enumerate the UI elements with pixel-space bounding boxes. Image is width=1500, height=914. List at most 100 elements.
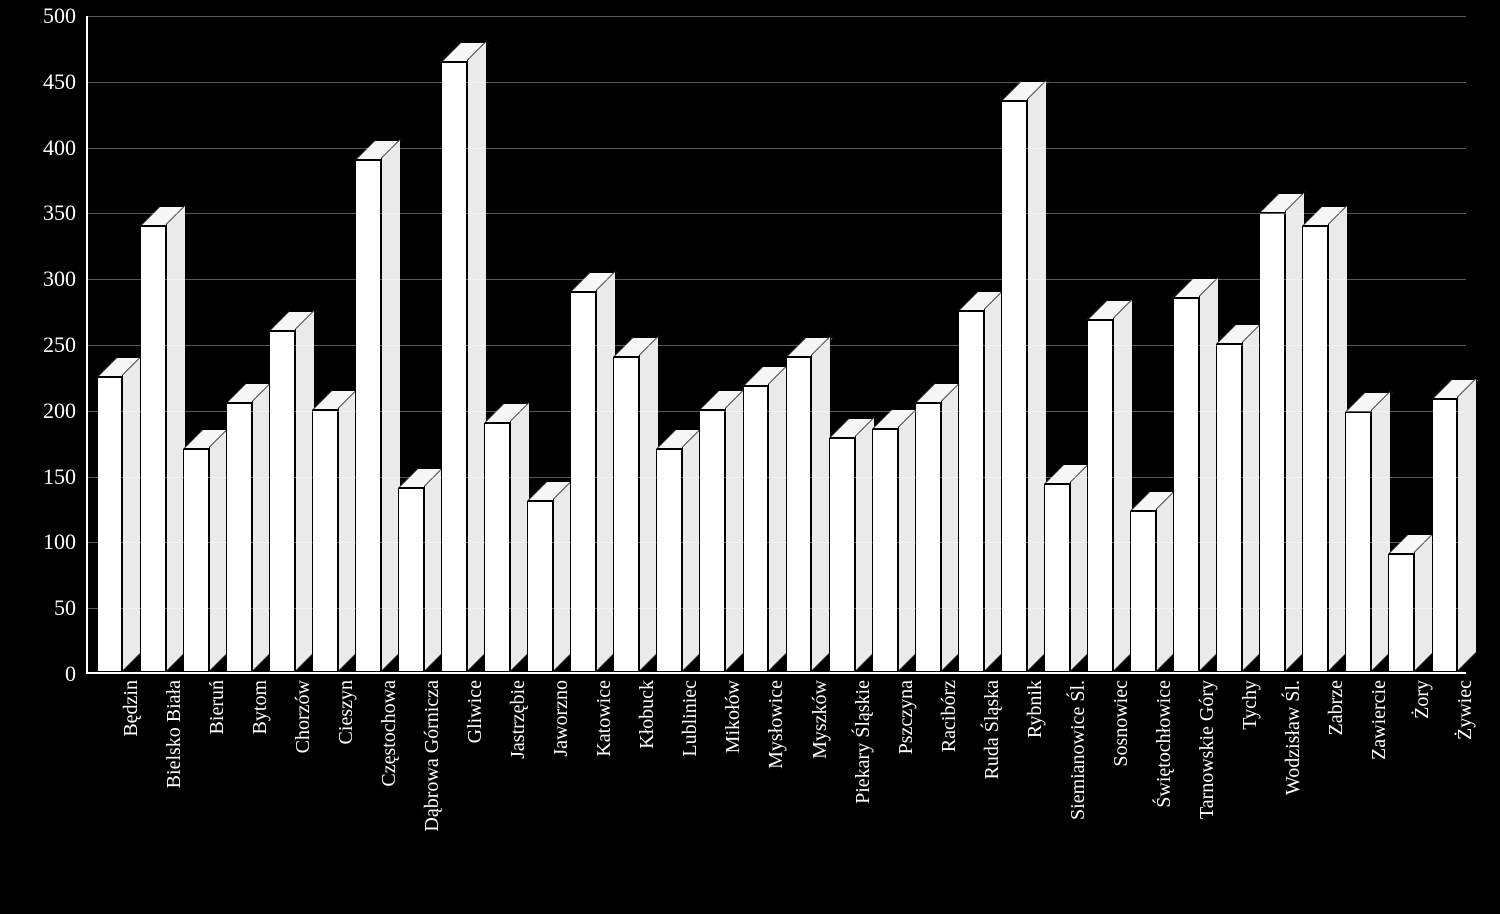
bar bbox=[484, 423, 510, 672]
y-axis-tick-label: 0 bbox=[65, 661, 88, 687]
x-axis-tick-label: Jaworzno bbox=[540, 672, 573, 757]
bar-front-face bbox=[355, 160, 381, 672]
y-axis-tick-label: 50 bbox=[54, 595, 88, 621]
y-axis-tick-label: 450 bbox=[43, 69, 88, 95]
bar bbox=[527, 501, 553, 672]
bar bbox=[183, 449, 209, 672]
bar-slot: Żory bbox=[1380, 16, 1423, 672]
x-axis-tick-label: Racibórz bbox=[928, 672, 961, 752]
bar bbox=[269, 331, 295, 672]
x-axis-tick-label: Chorzów bbox=[282, 672, 315, 753]
bar-slot: Mysłowice bbox=[734, 16, 777, 672]
bar-front-face bbox=[699, 410, 725, 672]
bar-front-face bbox=[1302, 226, 1328, 672]
y-axis-tick-label: 500 bbox=[43, 3, 88, 29]
x-axis-tick-label: Częstochowa bbox=[368, 672, 401, 787]
x-axis-tick-label: Tarnowskie Góry bbox=[1186, 672, 1219, 819]
x-axis-tick-label: Myszków bbox=[799, 672, 832, 759]
x-axis-tick-label: Tychy bbox=[1229, 672, 1262, 730]
chart-container: BędzinBielsko BiałaBieruńBytomChorzówCie… bbox=[0, 0, 1500, 914]
gridline bbox=[88, 477, 1466, 478]
bar-slot: Będzin bbox=[88, 16, 131, 672]
gridline bbox=[88, 148, 1466, 149]
bar-front-face bbox=[613, 357, 639, 672]
x-axis-tick-label: Mikołów bbox=[712, 672, 745, 753]
bar bbox=[1259, 213, 1285, 672]
bar bbox=[1302, 226, 1328, 672]
bar-front-face bbox=[656, 449, 682, 672]
bar-slot: Ruda Śląska bbox=[949, 16, 992, 672]
bar bbox=[1087, 320, 1113, 672]
bar-slot: Bytom bbox=[217, 16, 260, 672]
bar bbox=[656, 449, 682, 672]
bar-front-face bbox=[1216, 344, 1242, 672]
bar bbox=[613, 357, 639, 672]
bar-slot: Wodzisław Śl. bbox=[1251, 16, 1294, 672]
bar-front-face bbox=[1388, 554, 1414, 672]
bars-group: BędzinBielsko BiałaBieruńBytomChorzówCie… bbox=[88, 16, 1466, 672]
x-axis-tick-label: Zawiercie bbox=[1358, 672, 1391, 760]
bar bbox=[97, 377, 123, 672]
x-axis-tick-label: Mysłowice bbox=[755, 672, 788, 769]
bar-front-face bbox=[183, 449, 209, 672]
gridline bbox=[88, 213, 1466, 214]
bar bbox=[1432, 399, 1458, 672]
bar-slot: Myszków bbox=[777, 16, 820, 672]
bar bbox=[312, 410, 338, 672]
bar-front-face bbox=[915, 403, 941, 672]
x-axis-tick-label: Jastrzębie bbox=[497, 672, 530, 759]
bar-slot: Kłobuck bbox=[605, 16, 648, 672]
bar bbox=[1044, 484, 1070, 672]
x-axis-tick-label: Pszczyna bbox=[885, 672, 918, 754]
bar bbox=[699, 410, 725, 672]
bar-front-face bbox=[743, 386, 769, 672]
bar bbox=[743, 386, 769, 672]
bar bbox=[915, 403, 941, 672]
bar-front-face bbox=[1432, 399, 1458, 672]
gridline bbox=[88, 279, 1466, 280]
x-axis-tick-label: Bytom bbox=[239, 672, 272, 734]
bar bbox=[958, 311, 984, 672]
bar-front-face bbox=[484, 423, 510, 672]
bar-slot: Cieszyn bbox=[303, 16, 346, 672]
x-axis-tick-label: Wodzisław Śl. bbox=[1272, 672, 1305, 795]
bar-front-face bbox=[97, 377, 123, 672]
bar-slot: Chorzów bbox=[260, 16, 303, 672]
bar-front-face bbox=[872, 429, 898, 672]
bar bbox=[570, 292, 596, 672]
y-axis-tick-label: 100 bbox=[43, 529, 88, 555]
bar-front-face bbox=[958, 311, 984, 672]
bar-front-face bbox=[527, 501, 553, 672]
bar-slot: Racibórz bbox=[906, 16, 949, 672]
bar-front-face bbox=[312, 410, 338, 672]
bar-slot: Gliwice bbox=[433, 16, 476, 672]
bar-slot: Pszczyna bbox=[863, 16, 906, 672]
bar-slot: Dąbrowa Górnicza bbox=[389, 16, 432, 672]
bar-front-face bbox=[140, 226, 166, 672]
bar-slot: Tarnowskie Góry bbox=[1165, 16, 1208, 672]
bar-slot: Bielsko Biała bbox=[131, 16, 174, 672]
bar-front-face bbox=[1087, 320, 1113, 672]
x-axis-tick-label: Kłobuck bbox=[626, 672, 659, 749]
gridline bbox=[88, 608, 1466, 609]
bar-slot: Zawiercie bbox=[1337, 16, 1380, 672]
gridline bbox=[88, 345, 1466, 346]
bar-front-face bbox=[226, 403, 252, 672]
bar-front-face bbox=[1259, 213, 1285, 672]
bar-slot: Żywiec bbox=[1423, 16, 1466, 672]
gridline bbox=[88, 16, 1466, 17]
bar bbox=[140, 226, 166, 672]
bar-slot: Zabrze bbox=[1294, 16, 1337, 672]
bar bbox=[829, 438, 855, 672]
bar-slot: Rybnik bbox=[992, 16, 1035, 672]
bar-front-face bbox=[269, 331, 295, 672]
bar bbox=[1216, 344, 1242, 672]
y-axis-tick-label: 400 bbox=[43, 135, 88, 161]
x-axis-tick-label: Bieruń bbox=[196, 672, 229, 734]
bar bbox=[1130, 511, 1156, 672]
bar-slot: Jaworzno bbox=[519, 16, 562, 672]
x-axis-tick-label: Siemianowice Śl. bbox=[1057, 672, 1090, 820]
bar-slot: Piekary Śląskie bbox=[820, 16, 863, 672]
bar-front-face bbox=[398, 488, 424, 672]
bar-front-face bbox=[1173, 298, 1199, 672]
